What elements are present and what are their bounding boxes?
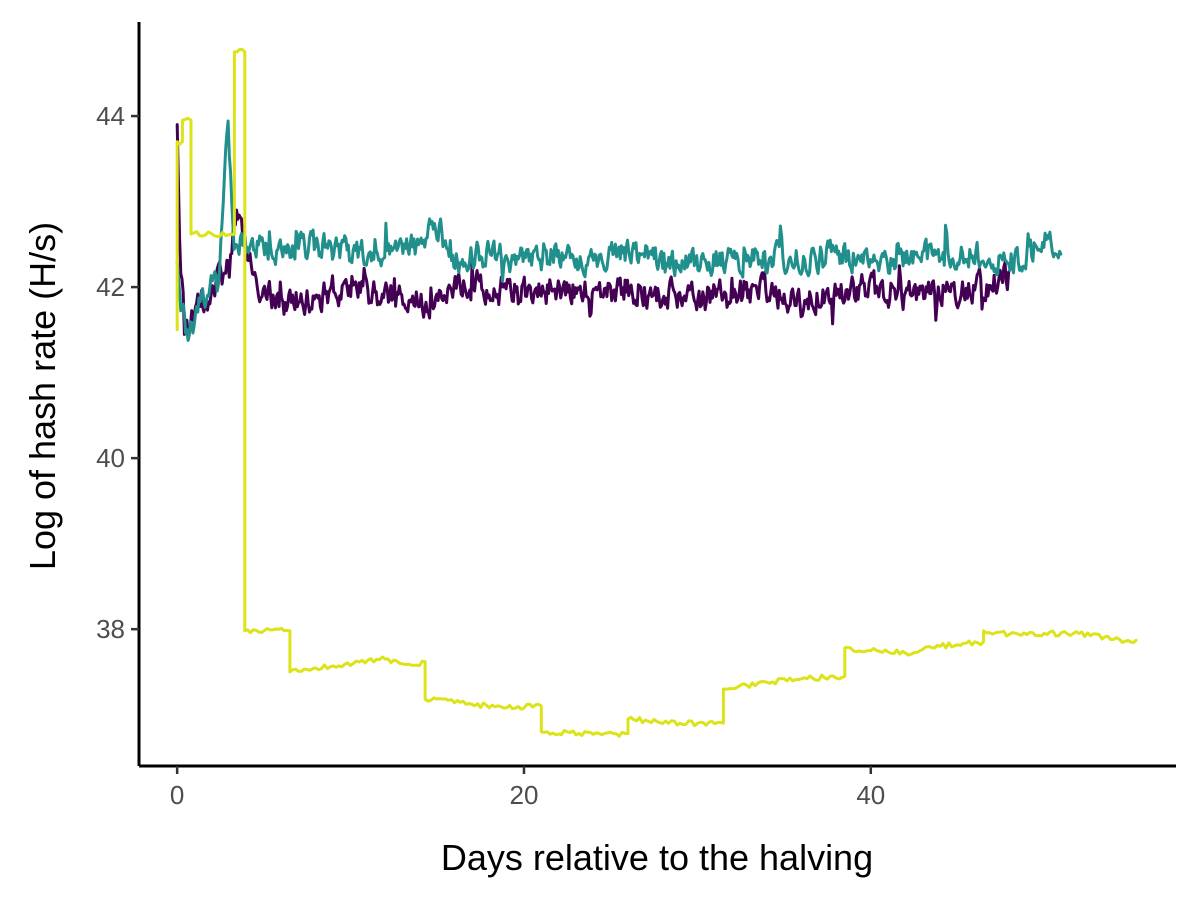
series-line-1 xyxy=(175,123,1011,336)
y-tick-label-42: 42 xyxy=(96,272,125,302)
x-tick-label-40: 40 xyxy=(856,780,885,810)
series-line-2 xyxy=(175,119,1063,342)
x-axis-title: Days relative to the halving xyxy=(441,837,873,878)
x-tick-label-0: 0 xyxy=(170,780,184,810)
y-tick-label-38: 38 xyxy=(96,614,125,644)
y-tick-label-40: 40 xyxy=(96,443,125,473)
ticks-layer: 0 20 40 38 40 42 44 xyxy=(96,101,885,810)
series-layer xyxy=(175,48,1138,738)
x-tick-label-20: 20 xyxy=(510,780,539,810)
y-tick-label-44: 44 xyxy=(96,101,125,131)
y-axis-title: Log of hash rate (H/s) xyxy=(22,222,63,570)
series-line-3 xyxy=(175,48,1138,738)
